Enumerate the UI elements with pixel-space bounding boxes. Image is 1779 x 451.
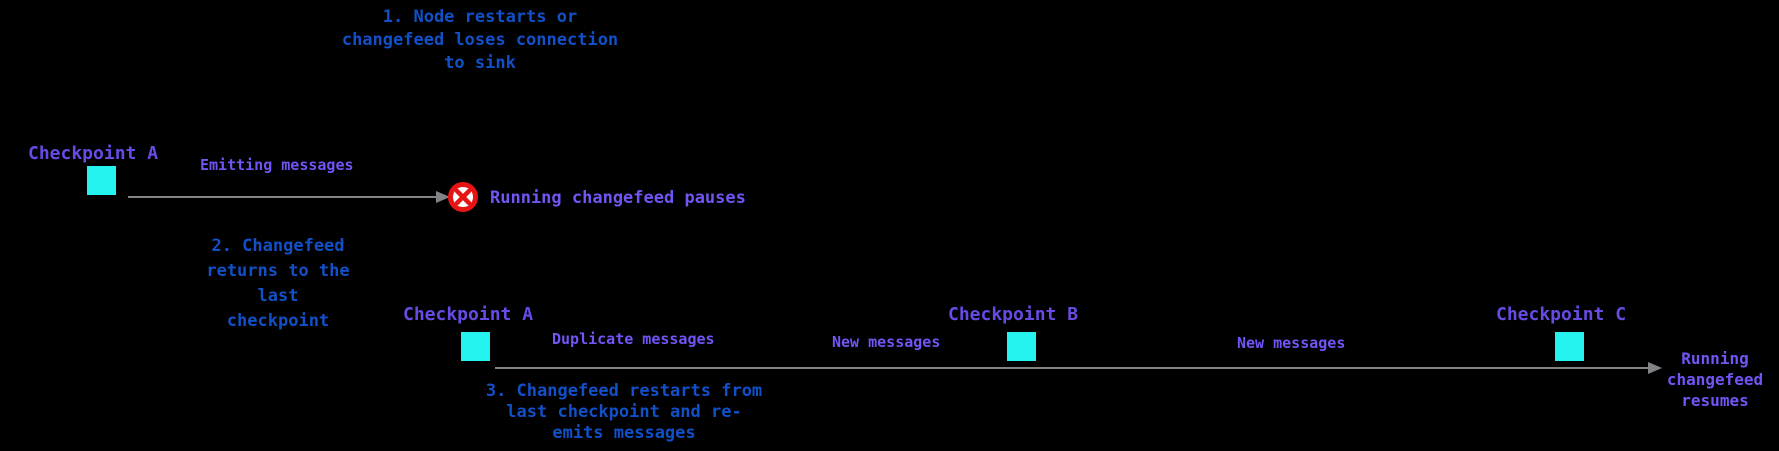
checkpoint-a-marker-timeline2 [461,332,490,361]
checkpoint-c-label: Checkpoint C [1496,304,1627,325]
checkpoint-b-label: Checkpoint B [948,304,1079,325]
new-messages-label-2: New messages [1237,334,1346,352]
running-changefeed-resumes-label: Running changefeed resumes [1666,349,1764,410]
timeline-2-arrowhead [1648,362,1662,374]
step-2-annotation: 2. Changefeed returns to the last checkp… [206,236,350,331]
checkpoint-a-label-timeline1: Checkpoint A [28,143,159,164]
new-messages-label-1: New messages [832,333,941,351]
checkpoint-a-label-timeline2: Checkpoint A [403,304,534,325]
timeline-1-arrowhead [436,191,450,203]
step-3-annotation: 3. Changefeed restarts from last checkpo… [485,381,763,443]
timeline-2-arrow-line [495,367,1650,369]
changefeed-paused-x-circle-icon [448,182,478,212]
checkpoint-c-marker [1555,332,1584,361]
running-changefeed-pauses-label: Running changefeed pauses [490,188,746,208]
checkpoint-a-marker-timeline1 [87,166,116,195]
duplicate-messages-label: Duplicate messages [552,330,715,348]
step-1-annotation: 1. Node restarts or changefeed loses con… [341,7,619,73]
timeline-1-arrow-line [128,196,438,198]
emitting-messages-label: Emitting messages [200,156,354,174]
checkpoint-b-marker [1007,332,1036,361]
